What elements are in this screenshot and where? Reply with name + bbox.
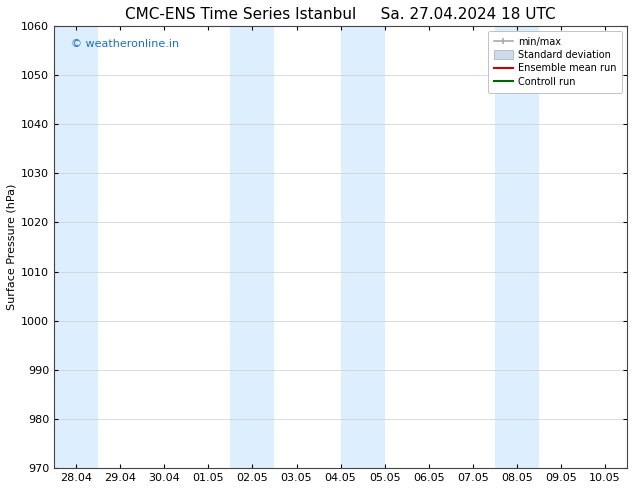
Title: CMC-ENS Time Series Istanbul     Sa. 27.04.2024 18 UTC: CMC-ENS Time Series Istanbul Sa. 27.04.2… bbox=[126, 7, 556, 22]
Bar bbox=[54, 26, 98, 468]
Bar bbox=[230, 26, 275, 468]
Bar bbox=[495, 26, 539, 468]
Y-axis label: Surface Pressure (hPa): Surface Pressure (hPa) bbox=[7, 184, 17, 310]
Text: © weatheronline.in: © weatheronline.in bbox=[71, 39, 179, 49]
Legend: min/max, Standard deviation, Ensemble mean run, Controll run: min/max, Standard deviation, Ensemble me… bbox=[488, 31, 622, 93]
Bar bbox=[340, 26, 385, 468]
